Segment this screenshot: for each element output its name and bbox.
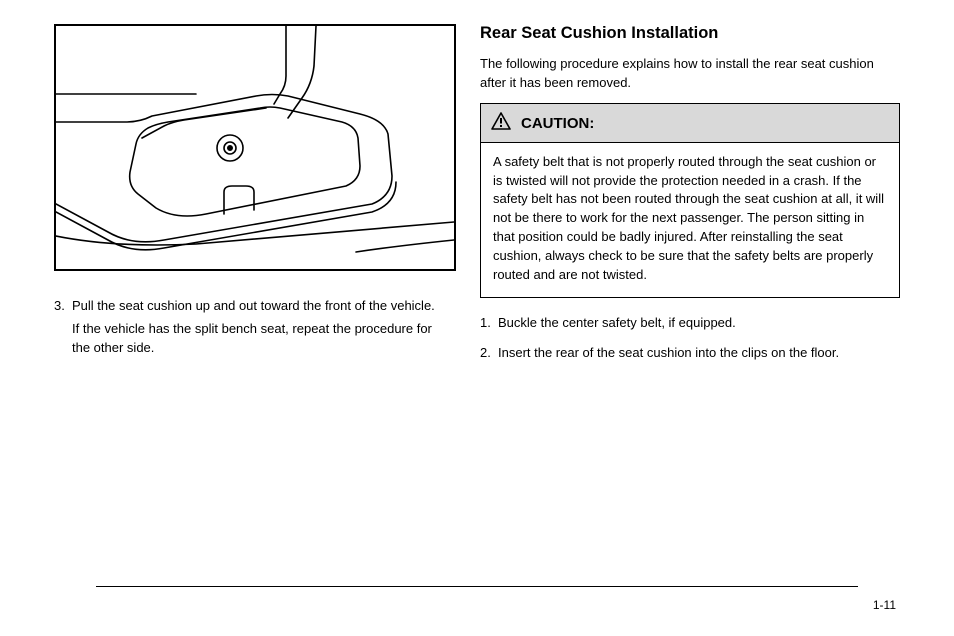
- step-para: Buckle the center safety belt, if equipp…: [498, 314, 900, 333]
- intro-para: The following procedure explains how to …: [480, 55, 900, 93]
- step-body: Insert the rear of the seat cushion into…: [498, 344, 900, 367]
- caution-box: CAUTION: A safety belt that is not prope…: [480, 103, 900, 298]
- step-number: 2.: [480, 344, 498, 367]
- step-number: 3.: [54, 297, 72, 362]
- step-body: Pull the seat cushion up and out toward …: [72, 297, 452, 362]
- step-item: 1. Buckle the center safety belt, if equ…: [480, 314, 900, 337]
- caution-body: A safety belt that is not properly route…: [481, 143, 899, 297]
- left-column: 3. Pull the seat cushion up and out towa…: [54, 24, 452, 372]
- step-number: 1.: [480, 314, 498, 337]
- step-item: 2. Insert the rear of the seat cushion i…: [480, 344, 900, 367]
- seat-cushion-line-art: [56, 26, 454, 269]
- section-heading: Rear Seat Cushion Installation: [480, 24, 900, 43]
- footer-rule: [96, 586, 858, 587]
- step-para: If the vehicle has the split bench seat,…: [72, 320, 452, 358]
- step-item: 3. Pull the seat cushion up and out towa…: [54, 297, 452, 362]
- manual-page: 3. Pull the seat cushion up and out towa…: [0, 0, 954, 636]
- section-intro: The following procedure explains how to …: [480, 55, 900, 93]
- seat-cushion-figure: [54, 24, 456, 271]
- left-steps: 3. Pull the seat cushion up and out towa…: [54, 297, 452, 362]
- warning-triangle-icon: [491, 112, 511, 135]
- right-column: Rear Seat Cushion Installation The follo…: [480, 24, 900, 375]
- install-steps: 1. Buckle the center safety belt, if equ…: [480, 314, 900, 368]
- page-number: 1-11: [873, 598, 896, 612]
- caution-header: CAUTION:: [481, 104, 899, 143]
- step-para: Insert the rear of the seat cushion into…: [498, 344, 900, 363]
- caution-label: CAUTION:: [521, 115, 594, 132]
- step-body: Buckle the center safety belt, if equipp…: [498, 314, 900, 337]
- step-para: Pull the seat cushion up and out toward …: [72, 297, 452, 316]
